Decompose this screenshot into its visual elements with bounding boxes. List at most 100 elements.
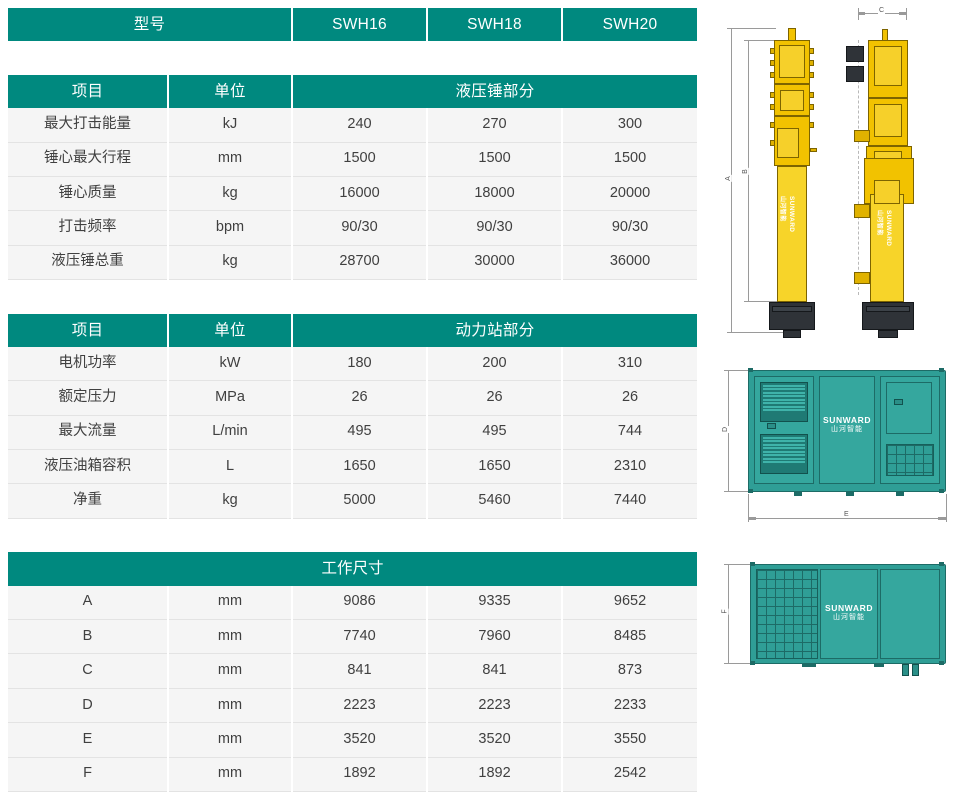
header-model-swh16: SWH16 [292,8,429,42]
hammer-port-cluster [854,204,870,218]
hammer-side-panel [874,104,902,137]
side-panel-right [880,569,940,659]
hydraulic-outlet [902,664,909,676]
row-item: 净重 [8,483,169,519]
brand-latin: SUNWARD [824,603,874,613]
base-foot [846,492,854,496]
hammer-side-brand-latin: SUNWARD [885,210,892,247]
hammer-brand-latin: SUNWARD [788,196,795,233]
table-row: 锤心质量 kg 16000 18000 20000 [8,176,698,212]
row-item: B [8,619,169,655]
center-access-door [819,376,875,484]
equipment-cutaway [886,444,934,476]
row-value: 26 [292,380,429,416]
row-item: 最大打击能量 [8,108,169,143]
row-value: 2223 [292,688,429,724]
hammer-side-lug [809,60,814,66]
technical-drawings-panel: A B [706,0,960,695]
corner-fitting [750,661,755,665]
hydraulic-outlet [912,664,919,676]
row-value: 3550 [562,722,698,758]
row-value: 1892 [427,757,564,792]
dimension-tick [858,12,865,15]
row-value: 26 [562,380,698,416]
dimension-label-a: A [724,175,732,182]
power-pack-front-drawing: D E SUNWARD 山河智能 [706,358,960,533]
row-unit: mm [168,142,294,177]
corner-fitting [939,489,944,493]
brand-latin: SUNWARD [822,415,872,425]
corner-fitting [748,368,753,372]
hammer-side-shaft [870,194,904,302]
hammer-side-lug [770,140,775,146]
row-value: 1500 [292,142,429,177]
row-unit: MPa [168,380,294,416]
row-value: 841 [427,653,564,689]
row-value: 270 [427,108,564,143]
corner-fitting [939,661,944,665]
row-item: E [8,722,169,758]
hammer-side-lug [770,122,775,128]
dimension-leader [748,40,778,41]
row-value: 495 [427,415,564,451]
section-header-row: 项目 单位 动力站部分 [8,313,698,347]
section-unit-label: 单位 [168,74,294,109]
row-value: 7740 [292,619,429,655]
section-item-label: 项目 [8,74,169,109]
dimension-leader [728,491,750,492]
row-value: 5460 [427,483,564,519]
hammer-side-brand-cn: 山河智能 [876,210,882,236]
dimension-leader [728,564,752,565]
table-row: 额定压力 MPa 26 26 26 [8,380,698,416]
section-unit-label: 单位 [168,313,294,347]
specification-table: 型号 SWH16 SWH18 SWH20 项目 单位 液压锤部分 最大打击能量 kJ 240 270… [8,8,698,792]
base-foot [794,492,802,496]
row-value: 90/30 [292,210,429,246]
row-unit: kg [168,483,294,519]
table-row: 电机功率 kW 180 200 310 [8,346,698,382]
dimension-tick [938,517,946,520]
ventilation-louver [760,382,808,422]
row-unit: mm [168,722,294,758]
row-item: 额定压力 [8,380,169,416]
section-gap [8,518,698,553]
section-gap [8,279,698,314]
table-row: 最大打击能量 kJ 240 270 300 [8,108,698,143]
row-item: 液压油箱容积 [8,449,169,485]
dimension-label-d: D [722,425,730,434]
row-unit: kJ [168,108,294,143]
hammer-side-lug [770,72,775,78]
table-row: 打击频率 bpm 90/30 90/30 90/30 [8,210,698,246]
row-item: C [8,653,169,689]
radiator-grille [756,569,818,659]
corner-fitting [939,368,944,372]
row-value: 310 [562,346,698,382]
row-value: 20000 [562,176,698,212]
dimension-tick [748,517,756,520]
row-value: 5000 [292,483,429,519]
row-unit: mm [168,688,294,724]
section-title: 动力站部分 [292,313,698,347]
dimension-leader [748,301,778,302]
table-row: 液压锤总重 kg 28700 30000 36000 [8,245,698,281]
door-latch [767,423,776,429]
section-band-title: 工作尺寸 [8,552,698,586]
dimension-extension [748,494,749,522]
section-header-row: 项目 单位 液压锤部分 [8,74,698,109]
dimension-label-e: E [843,511,850,518]
row-value: 1892 [292,757,429,792]
hammer-side-lug [809,72,814,78]
header-model-swh20: SWH20 [562,8,698,42]
row-value: 200 [427,346,564,382]
base-foot [802,664,816,667]
row-value: 1500 [562,142,698,177]
table-row: 液压油箱容积 L 1650 1650 2310 [8,449,698,485]
table-row: 锤心最大行程 mm 1500 1500 1500 [8,142,698,177]
row-value: 2542 [562,757,698,792]
hammer-side-lug [809,104,814,110]
hammer-side-anvil-band [866,306,910,312]
brand-cn: 山河智能 [833,613,865,621]
